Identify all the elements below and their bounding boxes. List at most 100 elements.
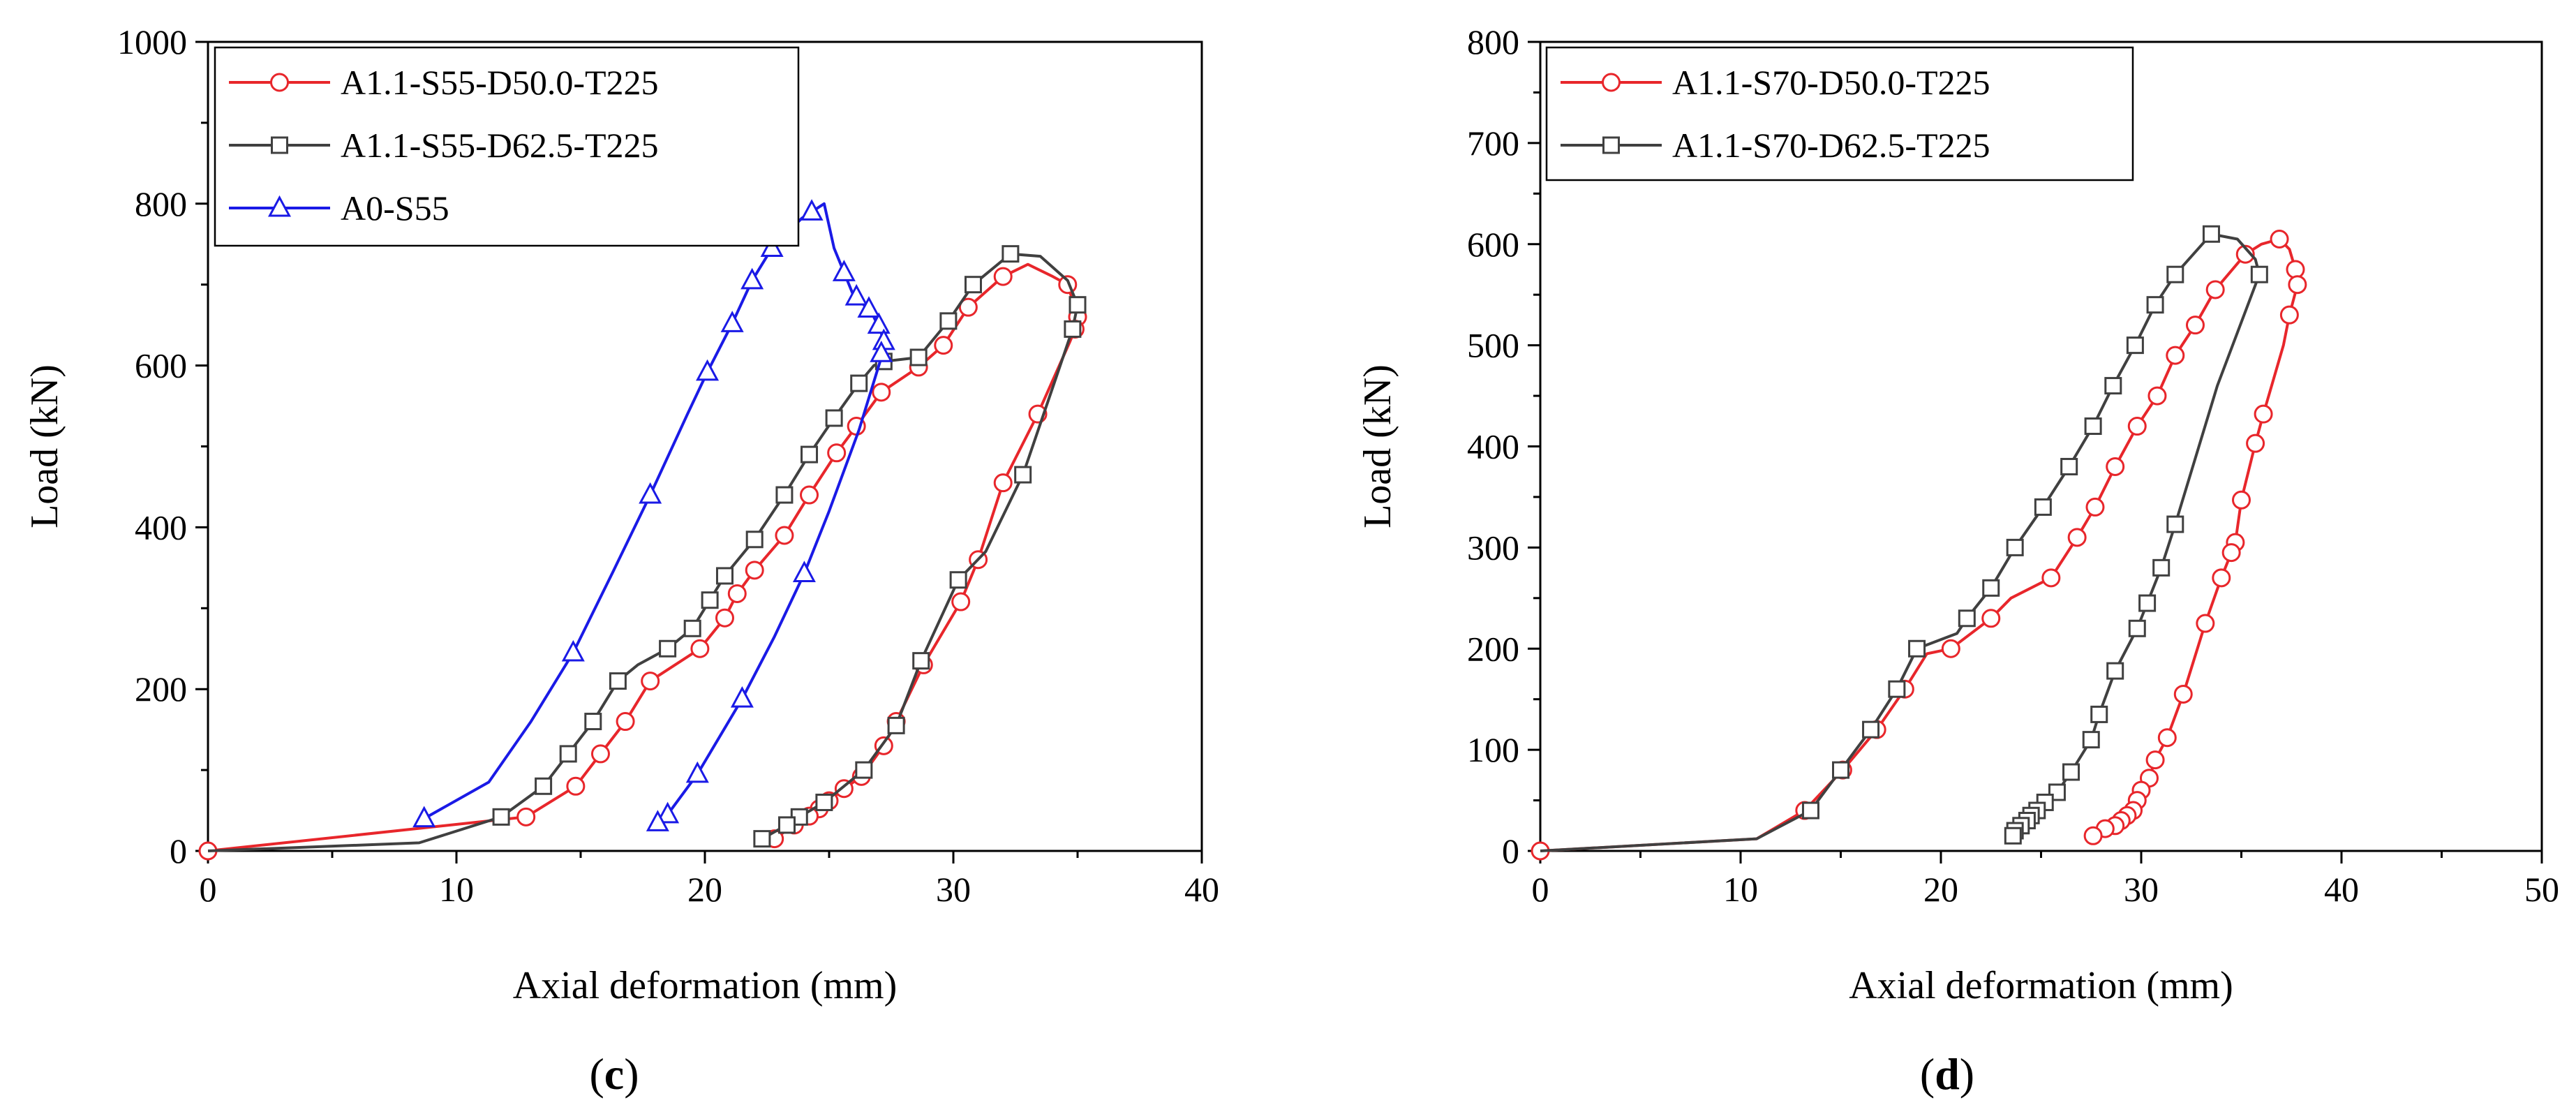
- data-point: [609, 672, 627, 690]
- data-point: [2041, 568, 2061, 588]
- x-tick-label: 0: [200, 870, 217, 909]
- data-point: [690, 639, 710, 658]
- data-point: [1981, 609, 2001, 628]
- data-point: [2254, 404, 2273, 424]
- data-point: [616, 712, 635, 732]
- data-point: [1888, 680, 1906, 698]
- data-point: [2104, 377, 2122, 395]
- panel-letter: c: [604, 1049, 624, 1099]
- data-point: [855, 761, 873, 779]
- data-point: [740, 267, 764, 290]
- legend-label: A1.1-S70-D50.0-T225: [1672, 63, 1990, 102]
- data-point: [2147, 386, 2167, 406]
- data-point: [561, 639, 585, 662]
- x-tick-label: 20: [1923, 870, 1958, 909]
- data-point: [827, 443, 847, 463]
- data-point: [2270, 230, 2289, 249]
- data-point: [2004, 826, 2022, 845]
- data-point: [2127, 417, 2147, 436]
- x-tick-label: 30: [936, 870, 971, 909]
- data-point: [1064, 320, 1082, 338]
- x-tick-label: 30: [2124, 870, 2159, 909]
- series-line: [207, 262, 1079, 852]
- y-tick-label: 0: [1502, 831, 1519, 870]
- data-point: [590, 744, 610, 764]
- data-point: [2034, 498, 2052, 516]
- data-point: [753, 830, 771, 848]
- data-point: [939, 312, 958, 330]
- data-point: [2166, 346, 2185, 365]
- x-tick-label: 10: [1723, 870, 1758, 909]
- data-point: [1801, 801, 1819, 820]
- data-point: [641, 672, 660, 691]
- data-point: [2138, 594, 2157, 612]
- data-point: [584, 713, 602, 731]
- data-point: [1002, 245, 1020, 263]
- legend-label: A1.1-S55-D50.0-T225: [341, 63, 659, 102]
- data-point: [1862, 720, 1880, 739]
- data-point: [730, 685, 754, 708]
- data-point: [2173, 684, 2193, 704]
- data-point: [559, 745, 577, 763]
- data-point: [639, 482, 662, 504]
- data-point: [2205, 280, 2225, 299]
- y-tick-label: 1000: [117, 22, 187, 61]
- data-point: [2185, 316, 2205, 335]
- y-tick-label: 500: [1467, 326, 1519, 365]
- data-point: [775, 526, 794, 545]
- y-tick-label: 700: [1467, 124, 1519, 163]
- data-point: [412, 806, 436, 828]
- data-point: [656, 801, 680, 824]
- data-point: [2232, 490, 2251, 510]
- data-point: [2067, 528, 2087, 547]
- legend-label: A0-S55: [341, 188, 449, 228]
- data-point: [2196, 614, 2215, 633]
- data-point: [2146, 296, 2164, 314]
- y-tick-label: 200: [1467, 629, 1519, 668]
- data-point: [958, 297, 978, 317]
- data-point: [2221, 543, 2241, 563]
- data-point: [887, 716, 905, 734]
- data-point: [696, 359, 720, 381]
- data-point: [1941, 639, 1960, 658]
- data-point: [2085, 497, 2105, 517]
- data-point: [777, 816, 796, 834]
- data-point: [800, 199, 824, 221]
- data-point: [951, 592, 971, 611]
- legend-marker: [271, 136, 288, 154]
- data-point: [909, 348, 928, 366]
- data-point: [1014, 466, 1032, 484]
- x-tick-label: 50: [2524, 870, 2559, 909]
- data-point: [2062, 763, 2080, 781]
- data-point: [993, 473, 1013, 493]
- data-point: [2006, 538, 2024, 556]
- data-point: [516, 807, 536, 826]
- y-tick-label: 400: [135, 507, 187, 547]
- data-point: [801, 445, 819, 464]
- series-square: [1540, 225, 2268, 852]
- chart-panel-d: 0 10 20 30 40 500100200300400500600700800Axia…: [1356, 22, 2559, 1099]
- data-point: [2083, 826, 2103, 845]
- data-point: [745, 561, 764, 580]
- data-point: [535, 777, 553, 795]
- data-point: [857, 296, 881, 318]
- data-point: [701, 591, 719, 609]
- y-tick-label: 600: [135, 346, 187, 385]
- data-point: [2279, 305, 2299, 325]
- x-tick-label: 40: [2324, 870, 2359, 909]
- data-point: [867, 312, 891, 334]
- y-tick-label: 800: [135, 184, 187, 223]
- data-point: [646, 810, 669, 831]
- data-point: [2250, 265, 2268, 283]
- data-point: [2106, 457, 2125, 476]
- panel-letter: d: [1935, 1049, 1960, 1099]
- legend-label: A1.1-S70-D62.5-T225: [1672, 126, 1990, 165]
- data-point: [745, 531, 764, 549]
- data-point: [2152, 558, 2171, 577]
- legend-label: A1.1-S55-D62.5-T225: [341, 126, 659, 165]
- data-point: [727, 584, 747, 603]
- data-point: [1958, 609, 1976, 628]
- data-point: [1832, 761, 1849, 779]
- data-point: [832, 260, 856, 281]
